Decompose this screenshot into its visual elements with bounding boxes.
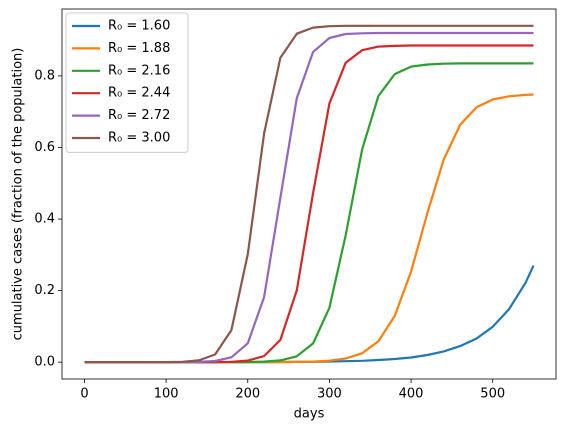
plot-frame [61, 8, 557, 380]
y-tick-label: 0.2 [34, 283, 55, 298]
y-tick-label: 0.8 [34, 68, 55, 83]
legend-label: R₀ = 3.00 [108, 131, 170, 146]
legend-label: R₀ = 2.72 [108, 108, 170, 123]
legend-label: R₀ = 1.60 [108, 19, 170, 34]
y-tick-label: 0.6 [34, 140, 55, 155]
x-tick-label: 400 [399, 387, 424, 402]
series-line [84, 24, 534, 364]
x-tick-label: 100 [154, 387, 179, 402]
x-tick-label: 200 [235, 387, 260, 402]
x-tick-label: 0 [80, 387, 88, 402]
y-tick-label: 0.0 [34, 355, 55, 370]
y-axis-label: cumulative cases (fraction of the popula… [11, 48, 26, 341]
legend-label: R₀ = 2.44 [108, 86, 170, 101]
x-axis-label: days [294, 407, 325, 422]
x-tick-label: 300 [317, 387, 342, 402]
legend-label: R₀ = 1.88 [108, 41, 170, 56]
y-tick-label: 0.4 [34, 212, 55, 227]
legend-label: R₀ = 2.16 [108, 63, 170, 78]
x-tick-label: 500 [480, 387, 505, 402]
